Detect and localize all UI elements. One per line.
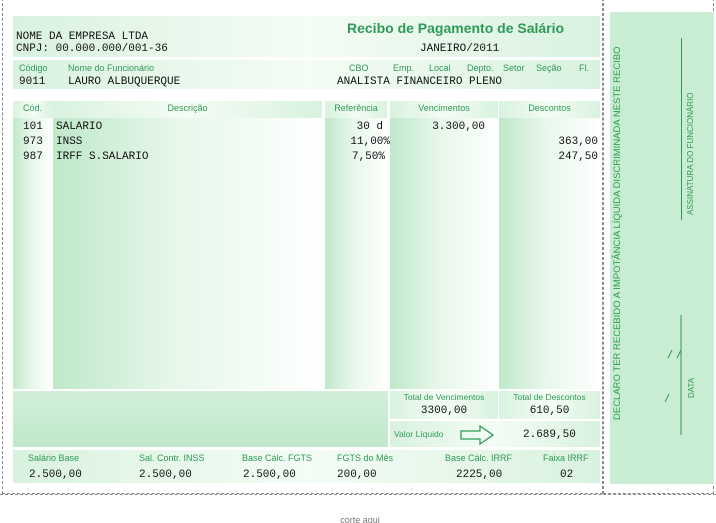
- table-row: 987 IRFF S.SALARIO 7,50% 247,50: [13, 151, 600, 166]
- total-deductions-label: Total de Descontos: [513, 392, 586, 402]
- inss-base-label: Sal. Contr. INSS: [139, 453, 205, 463]
- irrf-base-label: Base Cálc. IRRF: [445, 453, 513, 463]
- footer-band: [13, 450, 600, 483]
- earnings-header: Vencimentos: [418, 103, 470, 113]
- row-reference: 11,00%: [350, 136, 390, 148]
- date-line: [664, 315, 682, 435]
- company-name: NOME DA EMPRESA LTDA: [16, 31, 149, 43]
- code-header: Cód.: [23, 103, 43, 113]
- net-value: 2.689,50: [523, 429, 576, 441]
- row-reference: 7,50%: [351, 151, 385, 163]
- row-code: 987: [23, 151, 43, 163]
- company-header: [13, 16, 600, 57]
- signature-line: [681, 38, 682, 220]
- signature-label: ASSINATURA DO FUNCIONÁRIO: [686, 92, 695, 215]
- cut-line: [0, 494, 716, 495]
- total-earnings-label: Total de Vencimentos: [403, 392, 485, 402]
- irrf-range-value: 02: [560, 469, 574, 481]
- total-deductions-box: [499, 391, 600, 419]
- deductions-col-header: [499, 101, 600, 118]
- date-label: DATA: [687, 377, 696, 398]
- employee-code: 9011: [19, 76, 46, 88]
- total-earnings-value: 3300,00: [420, 405, 468, 417]
- setor-label: Setor: [503, 63, 525, 73]
- cut-here-label: corte aqui: [340, 515, 380, 523]
- declaration-text: DECLARO TER RECEBIDO A IMPOTÂNCIA LÍQUID…: [612, 46, 623, 420]
- signature-stub: [610, 12, 714, 484]
- deductions-column: [499, 118, 600, 389]
- page-title: Recibo de Pagamento de Salário: [347, 20, 565, 36]
- row-description: INSS: [56, 136, 83, 148]
- row-earnings: 3.300,00: [432, 121, 485, 133]
- fgts-base-label: Base Cálc. FGTS: [242, 453, 313, 463]
- earnings-col-header: [390, 101, 498, 118]
- inss-base-value: 2.500,00: [139, 469, 192, 481]
- total-deductions-value: 610,50: [529, 405, 570, 417]
- fgts-month-label: FGTS do Mês: [337, 453, 394, 463]
- row-code: 973: [23, 136, 43, 148]
- row-description: SALARIO: [56, 121, 103, 133]
- employee-name-label: Nome do Funcionário: [68, 63, 155, 73]
- code-col-header: [13, 101, 53, 118]
- deductions-header: Descontos: [528, 103, 571, 113]
- total-earnings-box: [390, 391, 498, 419]
- row-deductions: 247,50: [558, 151, 598, 163]
- arrow-right-icon: [460, 425, 494, 445]
- employee-band: [13, 60, 600, 89]
- description-col-header: [53, 101, 322, 118]
- employee-role: ANALISTA FINANCEIRO PLENO: [337, 76, 503, 88]
- reference-column: [325, 118, 387, 389]
- company-cnpj: CNPJ: 00.000.000/001-36: [16, 43, 168, 55]
- secao-label: Seção: [536, 63, 562, 73]
- depto-label: Depto.: [467, 63, 494, 73]
- irrf-base-value: 2225,00: [456, 469, 503, 481]
- reference-header: Referência: [334, 103, 378, 113]
- row-code: 101: [23, 121, 43, 133]
- employee-name: LAURO ALBUQUERQUE: [68, 76, 181, 88]
- irrf-range-label: Faixa IRRF: [543, 453, 589, 463]
- reference-col-header: [325, 101, 387, 118]
- net-value-label: Valor Líquido: [394, 429, 444, 439]
- local-label: Local: [429, 63, 451, 73]
- description-header: Descrição: [167, 103, 208, 113]
- notes-area: [13, 391, 388, 447]
- table-row: 101 SALARIO 30 d 3.300,00: [13, 121, 600, 136]
- earnings-column: [390, 118, 498, 389]
- table-row: 973 INSS 11,00% 363,00: [13, 136, 600, 151]
- description-column: [53, 118, 322, 389]
- row-description: IRFF S.SALARIO: [56, 151, 149, 163]
- code-column: [13, 118, 53, 389]
- code-label: Código: [19, 63, 48, 73]
- cbo-label: CBO: [349, 63, 369, 73]
- emp-label: Emp.: [393, 63, 415, 73]
- receipt-frame: [2, 0, 603, 494]
- net-value-box: [390, 421, 600, 447]
- row-deductions: 363,00: [558, 136, 598, 148]
- base-salary-label: Salário Base: [28, 453, 80, 463]
- base-salary-value: 2.500,00: [29, 469, 82, 481]
- row-reference: 30 d: [356, 121, 383, 133]
- period: JANEIRO/2011: [420, 43, 500, 55]
- fgts-month-value: 200,00: [337, 469, 377, 481]
- fgts-base-value: 2.500,00: [243, 469, 296, 481]
- fl-label: Fl.: [579, 63, 589, 73]
